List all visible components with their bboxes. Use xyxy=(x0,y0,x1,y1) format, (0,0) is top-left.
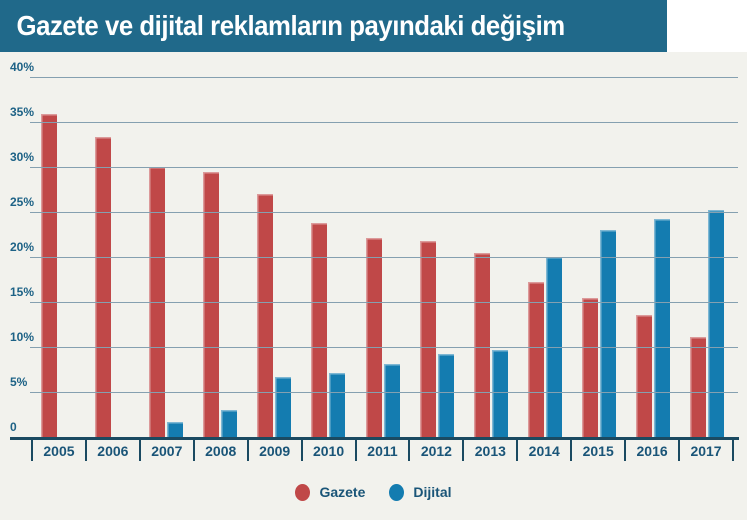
bar-group-2009 xyxy=(247,77,301,437)
bar-dijital-2012 xyxy=(437,354,454,437)
bar-gazete-2014 xyxy=(527,282,544,437)
y-axis-label: 30% xyxy=(10,150,35,164)
bar-group-2013 xyxy=(464,77,518,437)
title-bar: Gazete ve dijital reklamların payındaki … xyxy=(0,0,667,52)
y-axis-label: 0 xyxy=(10,420,17,434)
y-axis-label: 40% xyxy=(10,60,35,74)
y-axis-label: 5% xyxy=(10,375,28,389)
x-axis-label-2012: 2012 xyxy=(408,440,462,461)
x-axis-label-2007: 2007 xyxy=(138,440,193,461)
bar-group-2008 xyxy=(193,77,247,437)
legend-label-dijital: Dijital xyxy=(413,484,452,500)
bar-group-2005 xyxy=(31,77,85,437)
gridline-5% xyxy=(30,392,738,393)
bar-group-2012 xyxy=(410,77,464,437)
x-axis-line xyxy=(10,437,739,440)
legend-label-gazete: Gazete xyxy=(319,484,366,500)
bar-group-2017 xyxy=(680,77,734,437)
bar-gazete-2008 xyxy=(203,172,220,437)
bar-group-2010 xyxy=(301,77,355,437)
bar-dijital-2017 xyxy=(707,210,724,437)
x-axis-label-2013: 2013 xyxy=(462,440,516,461)
legend-dot-dijital-icon xyxy=(389,483,405,501)
bar-group-2016 xyxy=(626,77,680,437)
bar-gazete-2009 xyxy=(257,194,274,437)
gridline-40% xyxy=(30,77,738,78)
legend-dot-gazete-icon xyxy=(295,483,311,501)
bar-gazete-2005 xyxy=(41,113,58,437)
y-axis-label: 20% xyxy=(10,240,35,254)
bar-dijital-2013 xyxy=(491,349,508,437)
x-axis-band: 2005 2006 2007 2008 2009 2010 2011 2012 2013 2014… xyxy=(31,440,734,461)
x-axis-label-2014: 2014 xyxy=(516,440,570,461)
gridline-25% xyxy=(30,212,738,213)
x-axis-label-2011: 2011 xyxy=(354,440,409,461)
x-axis-label-2010: 2010 xyxy=(300,440,355,461)
gridline-35% xyxy=(30,122,738,123)
bar-dijital-2015 xyxy=(599,230,616,437)
bar-gazete-2016 xyxy=(635,314,652,437)
legend: Gazete Dijital xyxy=(0,480,747,504)
gridline-30% xyxy=(30,167,738,168)
x-axis-label-2006: 2006 xyxy=(84,440,139,461)
y-axis-label: 35% xyxy=(10,105,35,119)
bar-dijital-2009 xyxy=(275,376,292,437)
plot-area xyxy=(31,77,734,437)
y-axis-label: 15% xyxy=(10,285,35,299)
legend-item-dijital: Dijital xyxy=(389,483,452,501)
bar-group-2011 xyxy=(355,77,409,437)
x-axis-label-2017: 2017 xyxy=(678,440,734,461)
gridline-10% xyxy=(30,347,738,348)
bar-gazete-2013 xyxy=(473,252,490,437)
bar-gazete-2012 xyxy=(419,240,436,437)
bar-dijital-2007 xyxy=(167,421,184,437)
y-axis-label: 10% xyxy=(10,330,35,344)
bar-group-2015 xyxy=(572,77,626,437)
x-axis-label-2016: 2016 xyxy=(624,440,678,461)
x-axis-label-2009: 2009 xyxy=(246,440,301,461)
y-axis-label: 25% xyxy=(10,195,35,209)
bar-gazete-2015 xyxy=(581,298,598,437)
bar-gazete-2011 xyxy=(365,238,382,437)
legend-item-gazete: Gazete xyxy=(295,483,366,501)
bar-dijital-2008 xyxy=(221,410,238,437)
chart-title: Gazete ve dijital reklamların payındaki … xyxy=(16,10,566,41)
x-axis-label-2005: 2005 xyxy=(31,440,85,461)
bar-dijital-2016 xyxy=(653,219,670,437)
bar-dijital-2011 xyxy=(383,364,400,437)
bar-gazete-2010 xyxy=(311,222,328,437)
chart-canvas: 2005 2006 2007 2008 2009 2010 2011 2012 2013 2014… xyxy=(0,52,747,520)
gridline-20% xyxy=(30,257,738,258)
bar-gazete-2017 xyxy=(689,337,706,437)
x-axis-label-2008: 2008 xyxy=(192,440,247,461)
gridline-15% xyxy=(30,302,738,303)
bar-dijital-2010 xyxy=(329,373,346,437)
x-axis-label-2015: 2015 xyxy=(570,440,624,461)
